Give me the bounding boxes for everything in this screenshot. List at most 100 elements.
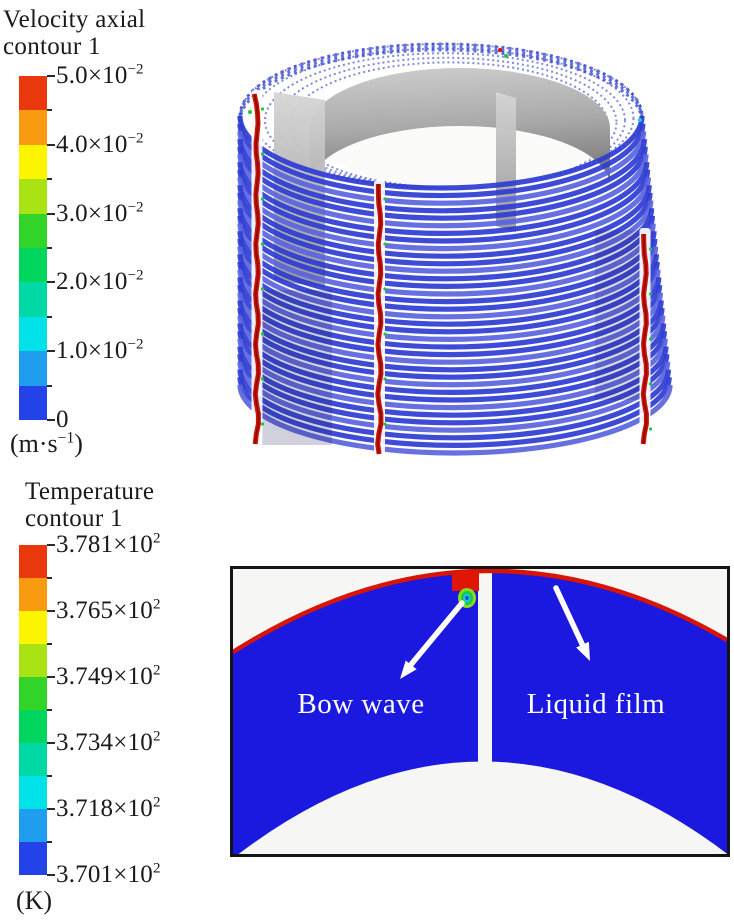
green-speck: [383, 242, 387, 246]
temperature-tick-label: 3.718×102: [56, 794, 161, 822]
film-ring: [237, 146, 648, 221]
film-ring: [237, 215, 655, 289]
temperature-tick-label: 3.749×102: [56, 662, 161, 690]
colorbar-tick-mark: [47, 212, 55, 215]
velocity-tick-label: 5.0×10−2: [56, 61, 144, 89]
colorbar-band: [19, 76, 47, 111]
film-ring: [237, 115, 645, 191]
film-ring: [237, 300, 664, 373]
liquid-film-arrow: [553, 585, 590, 661]
green-speck: [260, 332, 265, 336]
green-speck: [260, 242, 265, 246]
velocity-tick-label: 2.0×10−2: [56, 267, 144, 295]
colorbar-band: [19, 110, 47, 145]
temperature-tick-label: 3.734×102: [56, 728, 161, 756]
rim-speck: [248, 110, 252, 114]
velocity-title-line1: Velocity axial: [3, 6, 146, 33]
film-ring: [237, 131, 647, 206]
rim-back-arc: [238, 42, 644, 117]
green-speck: [383, 422, 387, 426]
velocity-title-line2: contour 1: [3, 33, 101, 60]
film-ring: [237, 185, 652, 259]
velocity-colorbar: [19, 75, 55, 421]
green-speck: [260, 152, 265, 156]
film-ring: [237, 192, 653, 267]
rim-speck: [498, 48, 502, 52]
film-ring: [237, 238, 658, 312]
colorbar-band: [19, 248, 47, 283]
velocity-legend-title: Velocity axial contour 1: [3, 6, 145, 60]
green-speck: [383, 377, 387, 381]
film-ring: [237, 177, 651, 252]
bow-wave-arrow: [400, 600, 465, 679]
colorbar-band: [19, 710, 47, 743]
hot-rim-layer: [231, 568, 729, 654]
velocity-tick-label: 0: [56, 406, 69, 433]
inner-wall-region: [236, 761, 730, 856]
temperature-unit: (K): [16, 886, 53, 915]
colorbar-tick-mark: [47, 643, 52, 645]
drum-inner-wall: [310, 68, 610, 186]
colorbar-tick-mark: [47, 742, 55, 744]
film-ring: [237, 162, 650, 236]
green-speck: [383, 287, 387, 291]
velocity-unit: (m·s−1): [10, 429, 83, 458]
bow-wave-label: Bow wave: [297, 688, 424, 720]
colorbar-band: [19, 351, 47, 386]
green-speck: [260, 197, 265, 201]
film-ring: [237, 292, 663, 365]
temperature-legend-title: Temperature contour 1: [25, 478, 154, 532]
film-ring: [237, 285, 663, 358]
colorbar-tick-mark: [47, 350, 55, 353]
distributor-slots: [251, 90, 653, 458]
film-ring: [237, 315, 666, 388]
colorbar-tick-mark: [47, 384, 52, 387]
red-velocity-streak-core: [253, 93, 260, 445]
colorbar-band: [19, 578, 47, 611]
rim-speck: [504, 54, 508, 58]
velocity-tick-label: 3.0×10−2: [56, 199, 144, 227]
green-speck: [260, 377, 265, 381]
red-velocity-streak-core: [376, 184, 382, 455]
rim-speck: [638, 118, 642, 122]
colorbar-band: [19, 545, 47, 578]
green-speck: [260, 107, 265, 111]
inner-wall-shadow-left: [252, 290, 332, 445]
colorbar-band: [19, 611, 47, 644]
colorbar-tick-mark: [47, 143, 55, 146]
colorbar-band: [19, 776, 47, 809]
colorbar-band: [19, 144, 47, 180]
temperature-tick-label: 3.701×102: [56, 860, 161, 888]
film-ring: [237, 269, 661, 342]
temperature-tick-label: 3.765×102: [56, 596, 161, 624]
film-ring: [237, 200, 654, 274]
green-speck: [383, 332, 387, 336]
colorbar-band: [19, 282, 47, 317]
temperature-title-line1: Temperature: [25, 478, 155, 505]
colorbar-tick-mark: [47, 577, 52, 579]
colorbar-tick-mark: [47, 775, 52, 777]
rim-back-arc: [238, 48, 644, 123]
green-speck: [648, 337, 653, 341]
film-ring: [237, 277, 662, 350]
colorbar-tick-mark: [47, 709, 52, 711]
temperature-tick-label: 3.781×102: [56, 530, 161, 558]
colorbar-tick-mark: [47, 610, 55, 612]
colorbar-tick-mark: [47, 544, 55, 546]
colorbar-tick-mark: [47, 109, 52, 112]
colorbar-band: [19, 809, 47, 842]
green-speck: [648, 382, 653, 386]
green-speck: [648, 247, 653, 251]
film-ring: [237, 154, 649, 229]
colorbar-tick-mark: [47, 808, 55, 810]
contour-specks: [248, 48, 642, 122]
liquid-film-label: Liquid film: [527, 688, 665, 720]
colorbar-tick-mark: [47, 841, 52, 843]
colorbar-tick-mark: [47, 281, 55, 284]
film-ring: [237, 308, 665, 380]
colorbar-band: [19, 677, 47, 710]
colorbar-tick-mark: [47, 419, 55, 421]
film-ring: [237, 246, 659, 320]
green-speck: [383, 197, 387, 201]
